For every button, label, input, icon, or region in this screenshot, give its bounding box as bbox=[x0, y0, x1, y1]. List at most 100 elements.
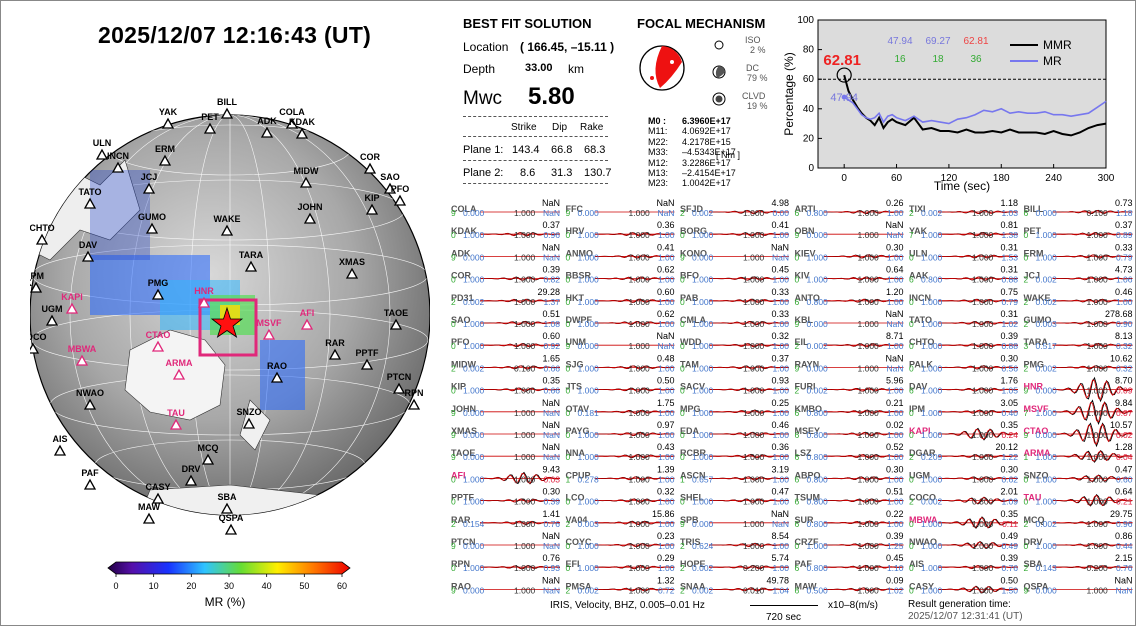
synthetic-wave bbox=[938, 497, 1019, 504]
synthetic-wave bbox=[709, 565, 790, 570]
synthetic-wave bbox=[823, 498, 904, 503]
new-zealand bbox=[239, 399, 271, 451]
station-triangle-icon bbox=[65, 302, 79, 314]
weight-value: 0.000 bbox=[463, 585, 485, 595]
amplitude-value: 1.65 bbox=[542, 353, 560, 363]
quality-code: 9 bbox=[795, 363, 800, 373]
weight-value: 0.000 bbox=[807, 230, 829, 240]
synthetic-wave bbox=[938, 254, 1018, 259]
weight-value: 1.000 bbox=[921, 230, 943, 240]
station-triangle-icon bbox=[201, 453, 215, 465]
station-label: RAR bbox=[325, 338, 345, 348]
quality-code: 6 bbox=[795, 585, 800, 595]
variance-value: 0.66 bbox=[543, 386, 560, 396]
variance-value: 1.00 bbox=[1116, 297, 1133, 307]
station-label: GUMO bbox=[138, 212, 166, 222]
station-name: SAO bbox=[451, 315, 471, 325]
amplitude-value: 0.52 bbox=[886, 442, 904, 452]
quality-code: 2 bbox=[680, 208, 685, 218]
weight-value: 0.000 bbox=[1036, 208, 1058, 218]
station-name: SNZO bbox=[1024, 470, 1049, 480]
moment-value: –2.4154E+17 bbox=[682, 168, 736, 178]
synthetic-wave bbox=[594, 454, 675, 459]
quality-code: 0 bbox=[909, 363, 914, 373]
station-name: MBWA bbox=[909, 515, 938, 525]
scale-value: 1.000 bbox=[858, 275, 880, 285]
synthetic-wave bbox=[709, 365, 789, 370]
scale-value: 1.000 bbox=[514, 341, 536, 351]
weight-value: 0.002 bbox=[463, 297, 485, 307]
synthetic-wave bbox=[709, 210, 790, 215]
scale-value: 1.000 bbox=[972, 386, 994, 396]
station-label: CHTO bbox=[30, 223, 55, 233]
station-label: UGM bbox=[42, 304, 63, 314]
amplitude-value: 0.31 bbox=[1000, 309, 1018, 319]
weight-value: 1.000 bbox=[1036, 452, 1058, 462]
quality-code: 2 bbox=[680, 541, 685, 551]
station-label: RAO bbox=[267, 361, 287, 371]
weight-value: 0.003 bbox=[578, 519, 600, 529]
quality-code: 0 bbox=[566, 563, 571, 573]
summary-count: 16 bbox=[894, 54, 906, 65]
amplitude-value: 0.33 bbox=[771, 309, 789, 319]
station-name: ASCN bbox=[680, 470, 706, 480]
epicenter-box bbox=[198, 298, 258, 357]
scale-value: 1.000 bbox=[858, 563, 880, 573]
quality-code: 2 bbox=[909, 208, 914, 218]
weight-value: 0.000 bbox=[463, 252, 485, 262]
amplitude-value: 0.37 bbox=[1115, 220, 1133, 230]
variance-value: 1.00 bbox=[658, 408, 675, 418]
weight-value: 0.002 bbox=[807, 341, 829, 351]
scale-value: 1.000 bbox=[629, 563, 651, 573]
amplitude-value: 0.45 bbox=[886, 553, 904, 563]
variance-value: 0.04 bbox=[1116, 452, 1133, 462]
amplitude-value: 0.29 bbox=[657, 553, 675, 563]
variance-value: 1.00 bbox=[658, 474, 675, 484]
weight-value: 1.000 bbox=[921, 519, 943, 529]
amplitude-value: 0.76 bbox=[542, 553, 560, 563]
station-label: KIP bbox=[364, 193, 379, 203]
variance-value: 1.06 bbox=[1116, 275, 1133, 285]
synthetic-wave bbox=[594, 587, 675, 592]
station-label: XMAS bbox=[339, 257, 365, 267]
station-label: ERM bbox=[155, 144, 175, 154]
iso-ball bbox=[714, 40, 724, 50]
variance-value: 1.00 bbox=[658, 363, 675, 373]
synthetic-wave bbox=[1052, 450, 1133, 462]
weight-value: 1.000 bbox=[1036, 474, 1058, 484]
scale-value: 1.000 bbox=[972, 541, 994, 551]
variance-value: 0.24 bbox=[1001, 430, 1018, 440]
amplitude-value: NaN bbox=[542, 442, 560, 452]
amplitude-value: 0.43 bbox=[657, 442, 675, 452]
weight-value: 1.000 bbox=[578, 363, 600, 373]
amplitude-value: 10.57 bbox=[1110, 420, 1133, 430]
synthetic-wave bbox=[1052, 543, 1133, 548]
amplitude-value: 278.68 bbox=[1105, 309, 1133, 319]
scale-value: 1.000 bbox=[972, 297, 994, 307]
variance-value: 1.25 bbox=[887, 541, 904, 551]
station-name: SBA bbox=[1024, 559, 1044, 569]
quality-code: 0 bbox=[1024, 541, 1029, 551]
quality-code: 2 bbox=[680, 563, 685, 573]
synthetic-wave bbox=[480, 320, 561, 325]
variance-value: 1.00 bbox=[887, 341, 904, 351]
divider-4 bbox=[463, 183, 608, 184]
station-name: MIDW bbox=[451, 359, 476, 369]
variance-value: 0.88 bbox=[1001, 341, 1018, 351]
x-tick-label: 180 bbox=[993, 173, 1010, 184]
scale-value: 1.000 bbox=[858, 230, 880, 240]
variance-value: 0.40 bbox=[1001, 408, 1018, 418]
amplitude-value: 0.81 bbox=[1000, 220, 1018, 230]
variance-value: 1.50 bbox=[1001, 585, 1018, 595]
station-name: COCO bbox=[909, 493, 936, 503]
weight-value: 0.800 bbox=[807, 430, 829, 440]
weight-value: 1.000 bbox=[578, 452, 600, 462]
weight-value: 1.000 bbox=[692, 341, 714, 351]
depth-value: 33.00 bbox=[525, 62, 553, 74]
variance-value: 1.00 bbox=[772, 563, 789, 573]
station-name: FFC bbox=[566, 204, 584, 214]
variance-value: 1.00 bbox=[658, 252, 675, 262]
station-triangle-icon bbox=[53, 444, 67, 456]
amplitude-value: 5.74 bbox=[771, 553, 789, 563]
quality-code: 0 bbox=[680, 386, 685, 396]
